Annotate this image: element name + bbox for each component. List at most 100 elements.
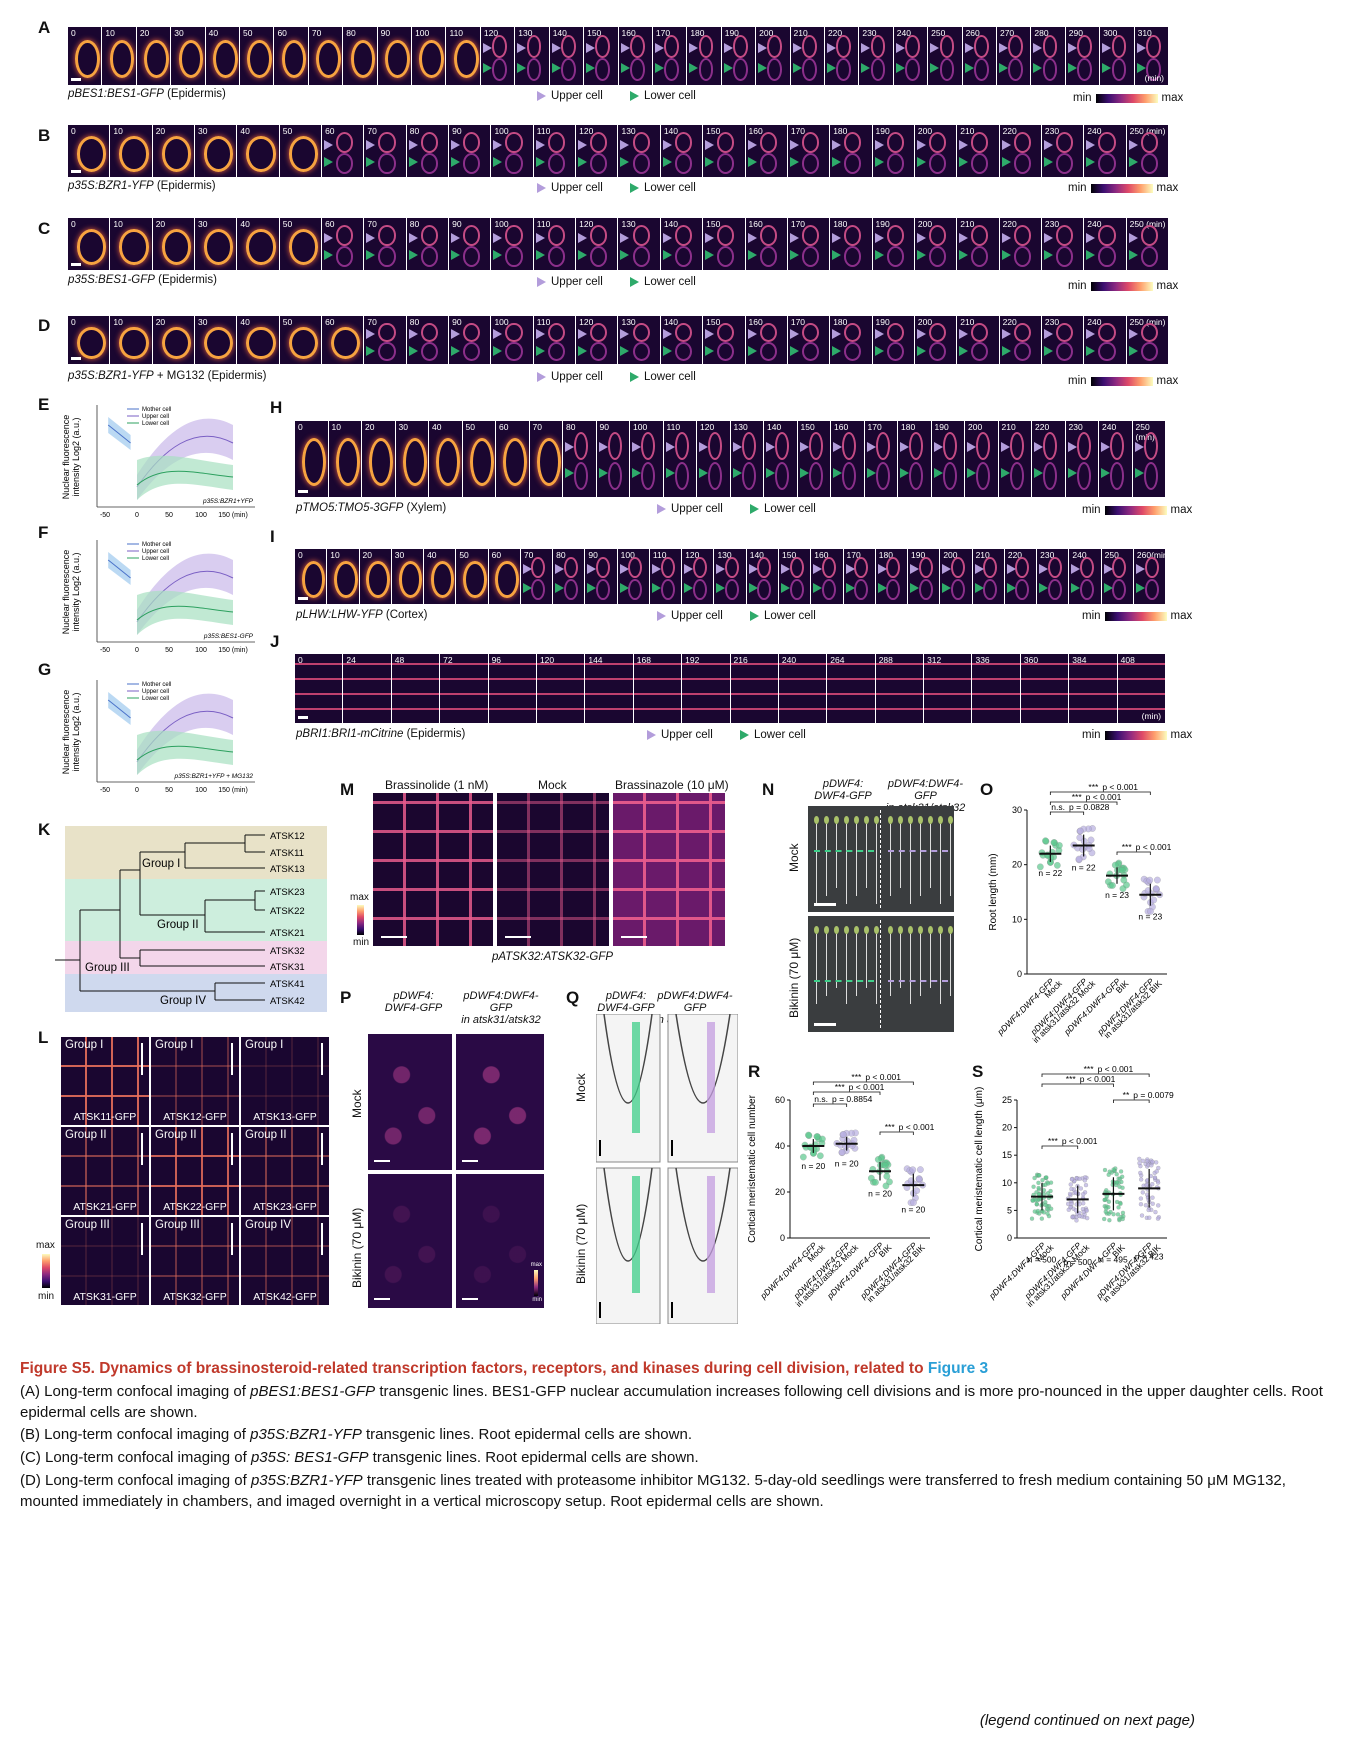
timelapse-frame: 120 <box>576 316 619 364</box>
lower-cell-marker <box>551 62 561 73</box>
seedling <box>928 926 933 934</box>
frame-time: 220 <box>1007 550 1023 560</box>
upper-cell-marker <box>1033 43 1043 54</box>
timelapse-strip-c: 0 10 20 30 40 50 60 70 80 90 100 110 120 130 140 150 160… <box>68 218 1168 270</box>
root-outline <box>603 1014 653 1104</box>
cell-protein-label: ATSK13-GFP <box>253 1111 317 1123</box>
cell-group-label: Group II <box>245 1129 287 1141</box>
frame-time: 140 <box>663 126 678 136</box>
graph-tag: p35S:BES1-GFP <box>203 633 254 640</box>
data-point <box>1036 1185 1041 1191</box>
frame-time: 140 <box>767 422 782 432</box>
frame-time: 150 <box>800 422 815 432</box>
timelapse-frame: 220 <box>1032 421 1066 497</box>
frame-time: 170 <box>655 28 671 38</box>
timelapse-frame: 310 (min) <box>1135 27 1168 85</box>
legend-lower-text: Lower cell <box>764 610 816 622</box>
data-point <box>1036 1180 1041 1185</box>
timelapse-frame: 170 <box>788 218 831 270</box>
lower-cell-marker <box>799 468 809 479</box>
cell-protein-label: ATSK42-GFP <box>253 1291 317 1303</box>
frame-time: 90 <box>452 219 462 229</box>
lower-cell-marker <box>866 468 876 479</box>
lower-cell-marker <box>789 345 799 356</box>
y-tick-label: 10 <box>1002 1178 1012 1188</box>
timelapse-frame: 50 <box>456 549 489 604</box>
frame-time: 260(min) <box>1136 550 1165 560</box>
frame-time: 40 <box>427 550 437 560</box>
data-point <box>1150 1159 1155 1164</box>
upper-cell-marker <box>845 564 855 575</box>
upper-cell-marker <box>451 139 461 150</box>
data-point <box>839 1131 847 1138</box>
frame-time: 110 <box>449 28 464 38</box>
timelapse-frame: 24 <box>343 654 392 723</box>
lower-cell-marker <box>451 250 461 261</box>
data-point <box>1034 1201 1039 1207</box>
n-label: n = 500 <box>1028 1254 1057 1264</box>
frame-time: 100 <box>415 28 430 38</box>
timelapse-frame: 360 <box>1020 654 1070 723</box>
y-axis-label: Root length (mm) <box>988 853 999 930</box>
timelapse-frame: 96 <box>488 654 537 723</box>
data-point <box>1114 1180 1120 1185</box>
upper-cell-marker <box>789 329 799 340</box>
lower-cell-marker <box>408 157 418 168</box>
frame-time: 120 <box>539 655 555 665</box>
cell-group-label: Group III <box>65 1219 110 1231</box>
cell-protein-label: ATSK22-GFP <box>163 1201 227 1213</box>
frame-time: 220 <box>1002 219 1017 229</box>
upper-cell-marker <box>620 43 630 54</box>
upper-cell-marker <box>1043 139 1053 150</box>
timelapse-frame: 70 <box>309 27 344 85</box>
timelapse-frame: 60 <box>322 125 365 177</box>
frame-time: 120 <box>579 219 594 229</box>
figure-link[interactable]: Figure 3 <box>927 1360 989 1377</box>
timelapse-frame: 170 <box>844 549 876 604</box>
timelapse-strip-i: 0 10 20 30 40 50 60 70 80 90 100 110 120 130 140 150 160… <box>295 549 1165 604</box>
caption-h: pTMO5:TMO5-3GFP (Xylem) <box>296 502 447 514</box>
data-point <box>816 1152 824 1160</box>
frame-time: 70 <box>367 126 377 136</box>
frame-time: 80 <box>566 422 576 432</box>
frame-time: 30 <box>394 550 405 560</box>
legend-upper-text: Upper cell <box>671 610 723 622</box>
root <box>826 934 827 996</box>
lower-cell-marker <box>705 157 715 168</box>
colorbar-max: max <box>1170 729 1193 741</box>
timelapse-frame: 60 <box>322 316 365 364</box>
data-point <box>1041 1210 1047 1215</box>
timelapse-frame: 0 <box>68 316 111 364</box>
timelapse-frame: 250 (min) <box>1127 125 1168 177</box>
upper-cell-marker <box>874 329 884 340</box>
y-tick-label: 15 <box>1002 1150 1012 1160</box>
frame-time: 50 <box>459 550 469 560</box>
root <box>876 824 877 904</box>
sig-label: ** <box>1123 1090 1130 1100</box>
frame-time: 192 <box>685 655 700 665</box>
lower-cell-marker <box>324 157 334 168</box>
upper-cell-marker <box>942 564 952 575</box>
colorbar-max: max <box>1170 504 1193 516</box>
frame-time: 70 <box>523 550 534 560</box>
lower-cell-marker <box>1086 250 1096 261</box>
timelapse-frame: 130 <box>714 549 747 604</box>
lower-cell-marker <box>493 157 503 168</box>
frame-time: 0 <box>298 422 303 432</box>
lower-cell-marker <box>877 583 887 594</box>
scale-bar <box>231 1133 233 1165</box>
upper-cell-marker <box>758 43 768 54</box>
n-image-mock <box>808 806 954 912</box>
root <box>930 824 931 888</box>
timelapse-frame: 190 <box>932 421 965 497</box>
frame-time: 110 <box>652 550 667 560</box>
timelapse-frame: 180 <box>830 218 873 270</box>
timelapse-frame: 150 <box>584 27 619 85</box>
data-point <box>1069 1186 1074 1192</box>
tree-leaf-label: ATSK22 <box>270 906 305 917</box>
timelapse-frame: 30 <box>171 27 206 85</box>
lower-cell-marker <box>535 345 545 356</box>
colorbar-min: min <box>1082 504 1101 516</box>
frame-time: 190 <box>875 219 890 229</box>
seedling <box>928 816 933 824</box>
